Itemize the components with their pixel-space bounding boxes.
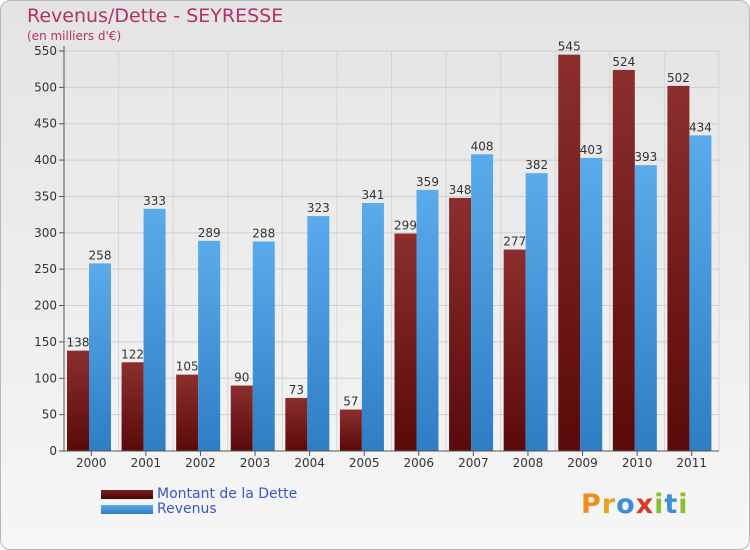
legend-label-revenus: Revenus	[157, 501, 217, 517]
logo-letter: r	[601, 489, 617, 520]
logo-letter: o	[616, 489, 636, 520]
data-label-revenus: 341	[361, 188, 384, 202]
x-tick-label: 2010	[622, 456, 653, 470]
data-label-debt: 524	[612, 55, 635, 69]
bar-debt	[394, 233, 417, 451]
x-tick-label: 2005	[349, 456, 380, 470]
x-tick-label: 2007	[458, 456, 489, 470]
x-tick-label: 2011	[676, 456, 707, 470]
data-label-debt: 502	[667, 71, 690, 85]
x-tick-label: 2006	[404, 456, 435, 470]
data-label-debt: 138	[67, 336, 90, 350]
data-label-debt: 90	[234, 371, 249, 385]
logo-letter: t	[664, 489, 679, 520]
y-tick-label: 450	[34, 117, 57, 131]
bar-debt	[230, 385, 253, 451]
bar-debt	[612, 69, 635, 451]
x-tick-label: 2004	[294, 456, 325, 470]
data-label-debt: 545	[558, 40, 581, 54]
bar-revenus	[89, 263, 111, 451]
data-label-debt: 122	[121, 347, 144, 361]
bar-debt	[503, 249, 526, 451]
y-tick-label: 50	[42, 408, 57, 422]
data-label-revenus: 323	[307, 201, 330, 215]
y-tick-label: 400	[34, 153, 57, 167]
x-tick-label: 2008	[513, 456, 544, 470]
y-tick-label: 200	[34, 299, 57, 313]
y-tick-label: 150	[34, 335, 57, 349]
bar-revenus	[525, 173, 548, 451]
y-tick-label: 550	[34, 44, 57, 58]
y-tick-label: 100	[34, 371, 57, 385]
chart-subtitle: (en milliers d'€)	[27, 29, 122, 43]
y-tick-label: 0	[49, 444, 57, 458]
bar-revenus	[307, 216, 330, 451]
data-label-revenus: 434	[689, 120, 712, 134]
bar-revenus	[416, 189, 439, 451]
x-tick-label: 2009	[567, 456, 598, 470]
data-label-revenus: 333	[143, 194, 166, 208]
bar-revenus	[198, 240, 221, 451]
bar-debt	[558, 54, 581, 452]
data-label-revenus: 393	[634, 150, 657, 164]
bar-debt	[121, 362, 144, 451]
bar-revenus	[143, 208, 166, 451]
bar-revenus	[252, 241, 275, 451]
data-label-debt: 105	[176, 360, 199, 374]
data-label-revenus: 403	[580, 143, 603, 157]
bar-debt	[285, 397, 308, 451]
logo-letter: i	[678, 489, 689, 520]
bar-revenus	[689, 135, 712, 451]
data-label-revenus: 359	[416, 175, 439, 189]
logo-letter: x	[635, 489, 655, 520]
data-label-revenus: 408	[471, 139, 494, 153]
legend-swatch-revenus	[101, 505, 153, 514]
data-label-debt: 277	[503, 235, 526, 249]
bar-revenus	[634, 165, 657, 451]
data-label-revenus: 288	[252, 227, 275, 241]
proxiti-logo: Proxiti	[581, 489, 689, 520]
legend-swatch-debt	[101, 490, 153, 499]
y-tick-label: 500	[34, 80, 57, 94]
data-label-debt: 299	[394, 219, 417, 233]
y-tick-label: 300	[34, 226, 57, 240]
data-label-debt: 73	[289, 383, 304, 397]
bar-debt	[449, 197, 472, 451]
x-tick-label: 2003	[240, 456, 271, 470]
bar-debt	[667, 85, 690, 451]
y-tick-label: 250	[34, 262, 57, 276]
bar-revenus	[361, 203, 384, 451]
bar-revenus	[580, 157, 603, 451]
x-tick-label: 2002	[185, 456, 216, 470]
legend-label-debt: Montant de la Dette	[157, 486, 298, 502]
data-label-revenus: 382	[525, 158, 548, 172]
y-tick-label: 350	[34, 189, 57, 203]
data-label-debt: 348	[449, 183, 472, 197]
bar-debt	[67, 350, 89, 451]
bar-debt	[176, 374, 199, 451]
bar-debt	[339, 409, 362, 451]
data-label-revenus: 289	[198, 226, 221, 240]
x-tick-label: 2001	[131, 456, 162, 470]
logo-letter: P	[581, 489, 602, 520]
data-label-revenus: 258	[89, 248, 112, 262]
logo-letter: i	[654, 489, 665, 520]
chart-title: Revenus/Dette - SEYRESSE	[27, 5, 284, 27]
x-tick-label: 2000	[76, 456, 107, 470]
bar-revenus	[471, 154, 494, 452]
data-label-debt: 57	[343, 395, 358, 409]
